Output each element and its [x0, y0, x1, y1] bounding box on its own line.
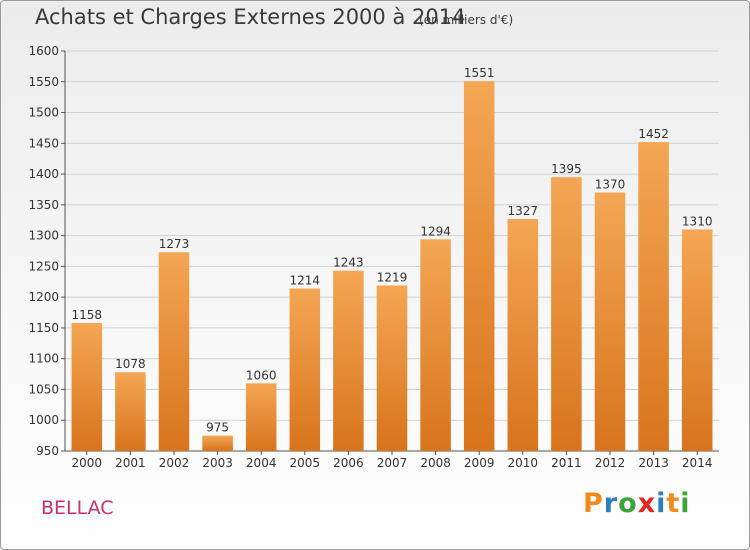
bar-value-label: 1214 — [290, 274, 321, 288]
bar-value-label: 1078 — [115, 357, 146, 371]
y-tick-label: 1100 — [28, 352, 59, 366]
bar — [245, 383, 277, 451]
y-tick-label: 1300 — [28, 229, 59, 243]
x-tick-label: 2007 — [377, 456, 408, 470]
x-tick-label: 2001 — [115, 456, 146, 470]
y-tick-label: 1450 — [28, 136, 59, 150]
logo-letter: t — [666, 488, 681, 519]
chart-title: Achats et Charges Externes 2000 à 2014 — [35, 5, 466, 29]
x-tick-label: 2008 — [420, 456, 451, 470]
x-tick-label: 2013 — [638, 456, 669, 470]
y-tick-label: 1500 — [28, 106, 59, 120]
x-tick-label: 2003 — [202, 456, 233, 470]
x-tick-label: 2002 — [159, 456, 190, 470]
y-tick-label: 1600 — [28, 44, 59, 58]
bar — [463, 81, 495, 452]
logo-letter: P — [583, 488, 604, 519]
logo-letter: r — [603, 488, 619, 519]
bar-value-label: 975 — [206, 421, 229, 435]
bar — [594, 192, 626, 452]
bar — [158, 252, 190, 451]
y-tick-label: 1150 — [28, 321, 59, 335]
x-tick-labels: 2000 2001 2002 2003 2004 2005 2006 2007 2008 2009… — [72, 456, 713, 470]
bar-value-label: 1310 — [682, 214, 713, 228]
bar-value-label: 1273 — [159, 237, 190, 251]
logo-letter: i — [656, 488, 667, 519]
x-tick-label: 2012 — [595, 456, 626, 470]
town-name: BELLAC — [41, 497, 114, 519]
chart-subtitle: (en milliers d'€) — [419, 13, 514, 27]
y-tick-label: 1400 — [28, 167, 59, 181]
bar — [289, 288, 321, 451]
logo-letter: i — [680, 488, 691, 519]
bar-value-label: 1243 — [333, 256, 364, 270]
bar-value-label: 1219 — [377, 270, 408, 284]
x-tick-label: 2005 — [290, 456, 321, 470]
y-tick-label: 1200 — [28, 290, 59, 304]
bar-value-label: 1294 — [420, 224, 451, 238]
x-tick-label: 2009 — [464, 456, 495, 470]
bar — [333, 270, 364, 451]
y-tick-label: 1050 — [28, 382, 59, 396]
x-tick-label: 2004 — [246, 456, 277, 470]
x-tick-label: 2011 — [551, 456, 582, 470]
bar — [681, 229, 713, 451]
logo-letter: x — [637, 488, 657, 519]
y-tick-label: 1250 — [28, 259, 59, 273]
bar — [420, 239, 451, 451]
bar — [551, 177, 582, 451]
bar-value-label: 1395 — [551, 162, 582, 176]
bars — [71, 81, 713, 452]
logo-letter: o — [618, 488, 638, 519]
proxiti-logo: Proxiti — [583, 488, 691, 519]
bar-value-labels: 1158 1078 1273 975 1060 1214 1243 1219 1294 1551 1… — [72, 66, 713, 434]
bar — [202, 435, 233, 451]
x-tick-label: 2000 — [72, 456, 103, 470]
y-tick-labels: 950 1000 1050 1100 1150 1200 1250 1300 1350 1400 1… — [28, 44, 59, 458]
bar-value-label: 1452 — [638, 127, 669, 141]
bar-value-label: 1551 — [464, 66, 495, 80]
bar-value-label: 1327 — [508, 204, 539, 218]
y-tick-label: 950 — [36, 444, 59, 458]
bar-value-label: 1158 — [72, 308, 103, 322]
y-tick-label: 1000 — [28, 413, 59, 427]
x-tick-label: 2006 — [333, 456, 364, 470]
bar — [71, 323, 103, 451]
bar — [507, 219, 539, 451]
bar — [638, 142, 669, 452]
bar-value-label: 1370 — [595, 178, 626, 192]
x-tick-label: 2010 — [508, 456, 539, 470]
y-tick-label: 1550 — [28, 75, 59, 89]
x-tick-label: 2014 — [682, 456, 713, 470]
bar-value-label: 1060 — [246, 368, 277, 382]
y-tick-label: 1350 — [28, 198, 59, 212]
bar — [376, 285, 408, 451]
bar — [115, 372, 146, 451]
